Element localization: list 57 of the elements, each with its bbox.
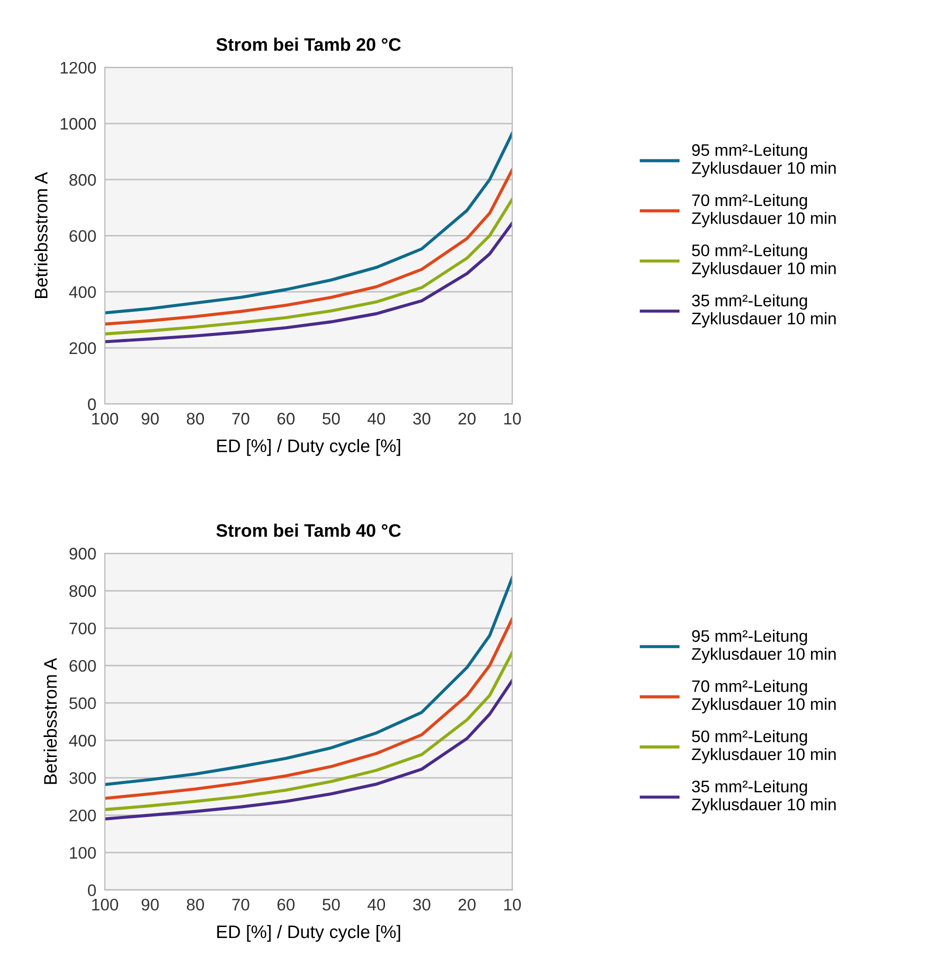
y-tick-label: 500 (69, 697, 96, 710)
chart-title: Strom bei Tamb 20 °C (216, 38, 401, 51)
legend-label: 95 mm²-Leitung Zyklusdauer 10 min (692, 144, 836, 178)
y-tick-label: 1200 (60, 62, 96, 74)
y-axis-title: Betriebsstrom A (44, 658, 57, 784)
x-tick-label: 70 (232, 412, 250, 425)
line-series (104, 168, 512, 326)
legend-label: 35 mm²-Leitung Zyklusdauer 10 min (692, 780, 836, 814)
line-series (104, 650, 512, 812)
x-tick-label: 80 (186, 898, 204, 911)
line-series (104, 132, 512, 314)
x-tick-label: 70 (232, 898, 250, 911)
y-tick-label: 1000 (60, 118, 96, 130)
line-series (104, 679, 512, 820)
x-axis-title: ED [%] / Duty cycle [%] (217, 924, 400, 942)
x-tick-label: 10 (504, 412, 521, 425)
legend-label: 35 mm²-Leitung Zyklusdauer 10 min (692, 294, 836, 328)
x-tick-label: 40 (368, 898, 386, 911)
legend-label: 50 mm²-Leitung Zyklusdauer 10 min (692, 730, 836, 764)
y-tick-label: 0 (88, 398, 96, 410)
x-tick-label: 40 (368, 412, 386, 425)
legend-label: 95 mm²-Leitung Zyklusdauer 10 min (692, 630, 836, 664)
y-tick-label: 400 (69, 286, 96, 298)
line-series (104, 222, 512, 344)
x-tick-label: 90 (142, 898, 159, 911)
y-tick-label: 800 (69, 174, 96, 186)
y-tick-label: 100 (70, 846, 96, 859)
x-tick-label: 80 (186, 412, 204, 425)
x-tick-label: 50 (322, 412, 340, 425)
x-tick-label: 90 (142, 412, 159, 425)
line-series (104, 576, 512, 786)
y-tick-label: 700 (70, 622, 96, 634)
y-tick-label: 900 (70, 548, 96, 560)
x-tick-label: 50 (322, 898, 340, 911)
y-tick-label: 0 (88, 884, 96, 896)
chart-title: Strom bei Tamb 40 °C (216, 524, 401, 537)
y-tick-label: 200 (70, 342, 96, 354)
y-tick-label: 300 (69, 772, 96, 784)
y-tick-label: 200 (70, 810, 96, 822)
x-axis-title: ED [%] / Duty cycle [%] (217, 438, 400, 456)
x-tick-label: 30 (413, 898, 430, 911)
x-tick-label: 10 (504, 898, 521, 911)
y-tick-label: 800 (69, 585, 96, 597)
x-tick-label: 30 (413, 412, 430, 425)
line-series (104, 617, 512, 800)
legend-label: 70 mm²-Leitung Zyklusdauer 10 min (692, 194, 836, 228)
x-tick-label: 20 (458, 412, 476, 425)
y-tick-label: 600 (70, 660, 96, 672)
legend-label: 70 mm²-Leitung Zyklusdauer 10 min (692, 680, 836, 714)
x-tick-label: 60 (278, 898, 295, 911)
y-tick-label: 400 (69, 734, 96, 747)
legend-label: 50 mm²-Leitung Zyklusdauer 10 min (692, 244, 836, 278)
line-series (104, 198, 512, 336)
y-axis-title: Betriebsstrom A (34, 172, 48, 298)
x-tick-label: 60 (278, 412, 295, 425)
x-tick-label: 20 (458, 898, 476, 911)
y-tick-label: 600 (70, 230, 96, 242)
